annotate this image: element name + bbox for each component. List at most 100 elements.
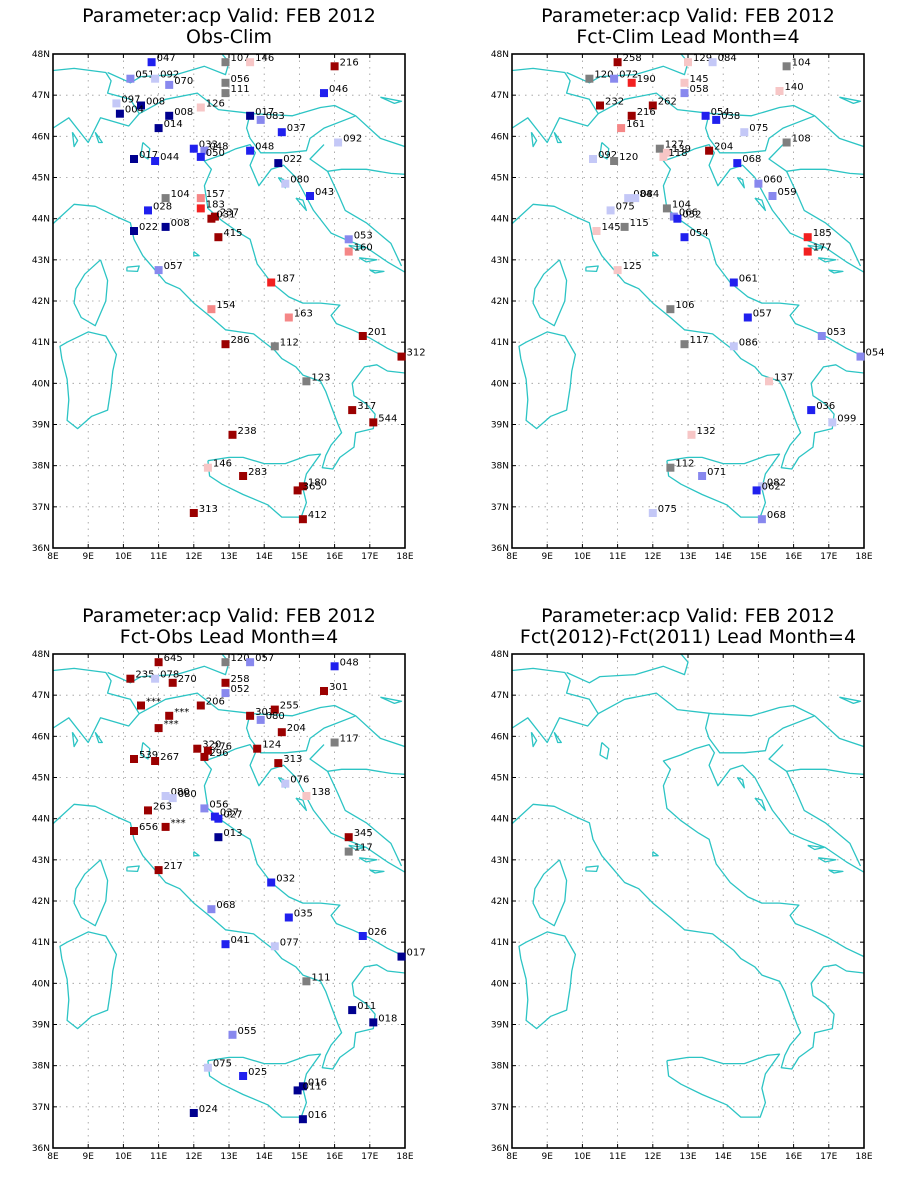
station-value-label: 117	[354, 843, 373, 854]
station-marker	[221, 78, 230, 87]
station-value-label: 132	[697, 426, 716, 437]
station-marker	[168, 678, 177, 687]
station-marker	[698, 472, 707, 480]
y-tick-label: 40N	[32, 979, 50, 989]
station-value-label: 106	[675, 300, 694, 311]
x-tick-label: 14E	[256, 1152, 273, 1162]
station-marker	[775, 87, 784, 95]
station-value-label: 177	[813, 243, 832, 254]
station-value-label: 216	[340, 57, 359, 68]
station-value-label: 048	[255, 142, 274, 153]
panel-subtitle: Fct(2012)-Fct(2011) Lead Month=4	[520, 626, 856, 648]
station-value-label: 058	[690, 84, 709, 95]
station-marker	[659, 152, 668, 161]
station-marker	[130, 827, 138, 835]
y-tick-label: 37N	[32, 1103, 50, 1113]
station-marker	[151, 157, 160, 165]
station-value-label: 146	[255, 53, 274, 64]
station-value-label: 078	[160, 670, 179, 681]
station-marker	[165, 711, 174, 720]
station-value-label: 232	[605, 97, 624, 108]
station-marker	[397, 952, 406, 961]
station-marker	[214, 233, 223, 242]
station-value-label: 201	[368, 327, 387, 338]
station-value-label: 027	[223, 810, 242, 821]
station-value-label: 080	[290, 175, 309, 186]
station-value-label: 137	[774, 372, 793, 383]
x-tick-label: 14E	[256, 552, 273, 562]
station-marker	[256, 715, 265, 724]
station-marker	[221, 340, 230, 349]
x-tick-label: 9E	[541, 1152, 553, 1162]
station-value-label: 206	[206, 697, 225, 708]
station-value-label: 068	[216, 900, 235, 911]
x-tick-label: 12E	[185, 1152, 202, 1162]
station-value-label: 031	[216, 210, 235, 221]
station-marker	[277, 128, 286, 137]
station-value-label: 028	[153, 201, 172, 212]
station-value-label: 013	[223, 828, 242, 839]
station-marker	[807, 406, 816, 415]
station-marker	[200, 146, 209, 155]
station-marker	[330, 662, 339, 671]
station-value-label: 124	[262, 740, 281, 751]
station-marker	[344, 235, 353, 244]
x-tick-label: 17E	[361, 1152, 378, 1162]
station-value-label: 083	[266, 111, 285, 122]
station-marker	[221, 689, 230, 698]
station-marker	[740, 128, 749, 137]
station-value-label: 111	[231, 84, 250, 95]
y-tick-label: 48N	[491, 650, 509, 660]
station-marker	[334, 138, 343, 147]
station-marker	[115, 109, 124, 118]
station-marker	[161, 194, 170, 203]
station-value-label: 072	[619, 70, 638, 81]
x-tick-label: 10E	[574, 552, 591, 562]
x-tick-label: 15E	[291, 552, 308, 562]
x-tick-label: 10E	[115, 1152, 132, 1162]
station-marker	[293, 486, 302, 495]
station-value-label: 286	[231, 335, 250, 346]
y-tick-label: 48N	[32, 650, 50, 660]
station-marker	[267, 878, 276, 887]
station-marker	[803, 233, 812, 242]
station-value-label: 068	[767, 510, 786, 521]
station-value-label: 120	[231, 653, 250, 664]
station-marker	[298, 1115, 307, 1124]
station-value-label: 185	[813, 228, 832, 239]
station-value-label: 258	[623, 53, 642, 64]
y-tick-label: 41N	[32, 338, 50, 348]
station-value-label: 004	[125, 105, 144, 116]
station-marker	[154, 724, 163, 733]
station-value-label: 217	[164, 861, 183, 872]
station-value-label: 080	[178, 789, 197, 800]
station-value-label: 053	[354, 230, 373, 241]
station-marker	[270, 342, 279, 351]
station-marker	[592, 227, 601, 235]
station-value-label: 011	[357, 1001, 376, 1012]
y-tick-label: 46N	[491, 132, 509, 142]
station-value-label: 043	[315, 187, 334, 198]
station-marker	[768, 192, 777, 200]
station-value-label: 258	[231, 674, 250, 685]
station-value-label: 032	[276, 874, 295, 885]
station-marker	[207, 905, 216, 914]
station-value-label: 123	[311, 372, 330, 383]
station-marker	[606, 206, 615, 215]
station-marker	[293, 1086, 302, 1095]
station-marker	[302, 377, 311, 386]
station-marker	[708, 58, 717, 67]
station-marker	[589, 155, 597, 163]
x-tick-label: 15E	[291, 1152, 308, 1162]
station-marker	[130, 155, 138, 163]
station-value-label: 092	[598, 150, 617, 161]
y-tick-label: 45N	[32, 174, 50, 184]
station-value-label: 092	[160, 70, 179, 81]
station-marker	[344, 247, 353, 256]
station-marker	[246, 146, 255, 155]
station-marker	[856, 352, 865, 361]
station-value-label: 050	[206, 148, 225, 159]
station-value-label: 054	[866, 348, 885, 359]
station-marker	[648, 101, 657, 110]
